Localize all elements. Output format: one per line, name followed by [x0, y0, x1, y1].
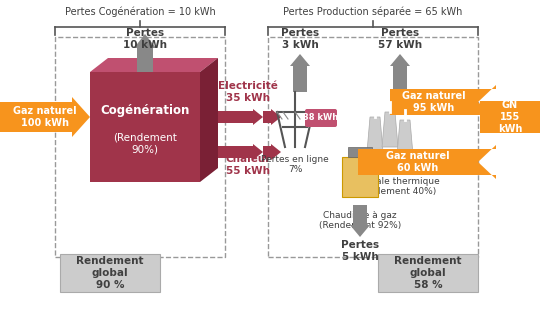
Text: Cogénération: Cogénération [100, 104, 190, 117]
Polygon shape [382, 112, 398, 147]
Polygon shape [218, 144, 263, 160]
Text: Rendement
global
58 %: Rendement global 58 % [394, 256, 462, 290]
Bar [268, 37, 478, 257]
Polygon shape [90, 58, 218, 72]
Text: Pertes Production séparée = 65 kWh: Pertes Production séparée = 65 kWh [284, 7, 463, 17]
FancyBboxPatch shape [60, 254, 160, 292]
Text: Rendement
global
90 %: Rendement global 90 % [76, 256, 144, 290]
Text: Pertes en ligne
7%: Pertes en ligne 7% [261, 155, 329, 174]
Text: Pertes Cogénération = 10 kWh: Pertes Cogénération = 10 kWh [65, 7, 215, 17]
Text: Electricité
35 kWh: Electricité 35 kWh [218, 81, 278, 103]
Bar [348, 147, 372, 157]
Polygon shape [0, 97, 90, 137]
Text: Gaz naturel
60 kWh: Gaz naturel 60 kWh [386, 151, 450, 173]
Text: Pertes
3 kWh: Pertes 3 kWh [281, 28, 319, 50]
Text: Chaudière à gaz
(Rendement 92%): Chaudière à gaz (Rendement 92%) [319, 210, 401, 230]
Text: Gaz naturel
95 kWh: Gaz naturel 95 kWh [402, 91, 466, 113]
Bar [342, 157, 378, 197]
Text: (Rendement
90%): (Rendement 90%) [113, 133, 177, 154]
Polygon shape [200, 58, 218, 182]
Polygon shape [390, 85, 496, 119]
Text: Pertes
57 kWh: Pertes 57 kWh [378, 28, 422, 50]
Text: GN
155
kWh: GN 155 kWh [498, 100, 522, 134]
Polygon shape [397, 120, 413, 155]
Polygon shape [134, 34, 156, 72]
Polygon shape [367, 117, 383, 152]
Bar [90, 72, 200, 182]
FancyBboxPatch shape [378, 254, 478, 292]
Polygon shape [263, 144, 281, 160]
Polygon shape [218, 109, 263, 125]
Polygon shape [263, 109, 281, 125]
Text: Centrale thermique
(Rendement 40%): Centrale thermique (Rendement 40%) [350, 177, 440, 196]
Text: Pertes
5 kWh: Pertes 5 kWh [341, 240, 379, 261]
Polygon shape [350, 205, 370, 237]
Text: Gaz naturel
100 kWh: Gaz naturel 100 kWh [13, 106, 77, 128]
Polygon shape [480, 96, 540, 138]
Text: 38 kWh: 38 kWh [303, 114, 339, 123]
Text: Pertes
10 kWh: Pertes 10 kWh [123, 28, 167, 50]
Polygon shape [290, 54, 310, 92]
Polygon shape [390, 54, 410, 92]
Bar [55, 37, 225, 257]
Text: Chaleur
55 kWh: Chaleur 55 kWh [225, 154, 271, 176]
Polygon shape [358, 145, 496, 179]
FancyBboxPatch shape [305, 109, 337, 127]
